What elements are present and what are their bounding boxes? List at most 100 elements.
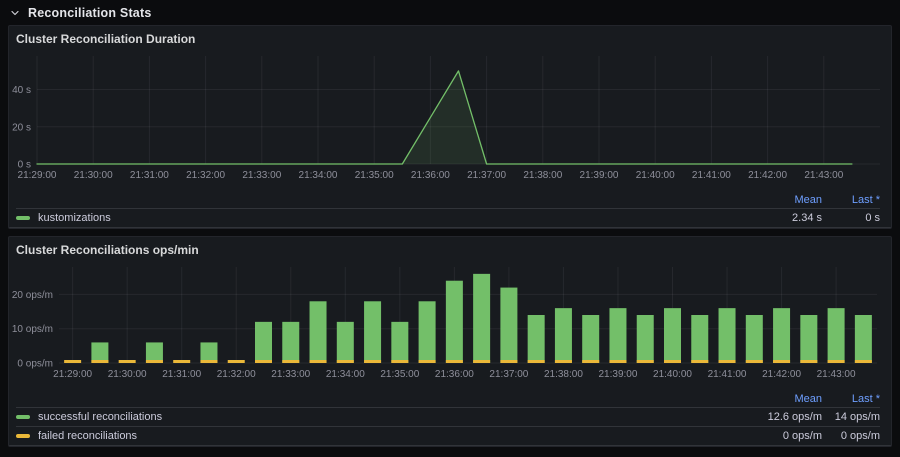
bar-failed[interactable]: [173, 360, 191, 363]
bar-failed[interactable]: [118, 360, 136, 363]
bar-successful[interactable]: [255, 321, 272, 363]
bar-successful[interactable]: [854, 315, 872, 363]
y-tick-label: 20 s: [12, 122, 31, 133]
bar-failed[interactable]: [827, 360, 845, 363]
dashboard-row-header[interactable]: Reconciliation Stats: [0, 0, 900, 25]
series-color-swatch: [16, 415, 30, 419]
area-plot[interactable]: 21:29:00 21:30:00 21:31:00 21:32:00 21:33:00…: [9, 48, 891, 186]
bar-failed[interactable]: [364, 360, 382, 363]
legend-col-last[interactable]: Last *: [851, 194, 880, 206]
y-tick-label: 0 ops/m: [17, 359, 53, 370]
bar-successful[interactable]: [500, 287, 518, 363]
x-tick-label: 21:41:00: [692, 170, 731, 181]
series-label[interactable]: kustomizations: [38, 212, 111, 224]
series-label[interactable]: successful reconciliations: [38, 411, 163, 423]
panel-cluster-reconciliation-duration: Cluster Reconciliation Duration 21:29:00…: [8, 25, 892, 229]
bar-plot[interactable]: 21:29:00 21:30:00 21:31:00 21:32:00 21:33:00…: [9, 259, 891, 385]
bar-failed[interactable]: [418, 360, 436, 363]
bar-successful[interactable]: [554, 308, 572, 363]
x-tick-label: 21:37:00: [489, 369, 528, 380]
panel-title-opsmin[interactable]: Cluster Reconciliations ops/min: [16, 243, 199, 257]
x-tick-label: 21:43:00: [804, 170, 843, 181]
x-tick-label: 21:30:00: [74, 170, 113, 181]
bar-failed[interactable]: [309, 360, 327, 363]
series-line-kustomizations[interactable]: [36, 70, 853, 165]
bar-failed[interactable]: [336, 360, 354, 363]
y-tick-label: 0 s: [18, 160, 31, 171]
opsmin-chart[interactable]: 21:29:00 21:30:00 21:31:00 21:32:00 21:33:00…: [9, 259, 891, 390]
legend-col-last[interactable]: Last *: [851, 393, 880, 405]
bar-failed[interactable]: [718, 360, 736, 363]
panel-title-duration[interactable]: Cluster Reconciliation Duration: [16, 32, 196, 46]
legend-col-mean[interactable]: Mean: [794, 393, 822, 405]
bar-failed[interactable]: [473, 360, 491, 363]
bar-successful[interactable]: [91, 342, 109, 363]
bar-successful[interactable]: [445, 280, 463, 363]
bar-failed[interactable]: [91, 360, 109, 363]
bar-successful[interactable]: [636, 315, 654, 363]
bar-failed[interactable]: [527, 360, 545, 363]
bar-failed[interactable]: [445, 360, 463, 363]
x-tick-label: 21:43:00: [817, 369, 856, 380]
bar-failed[interactable]: [636, 360, 654, 363]
legend-header-row: Mean Last *: [16, 392, 880, 407]
legend-value: 0 ops/m: [782, 430, 822, 442]
bar-successful[interactable]: [391, 321, 409, 363]
y-tick-label: 20 ops/m: [12, 290, 53, 301]
bar-failed[interactable]: [800, 360, 818, 363]
bar-failed[interactable]: [773, 360, 791, 363]
x-tick-label: 21:42:00: [762, 369, 801, 380]
duration-chart[interactable]: 21:29:00 21:30:00 21:31:00 21:32:00 21:33:00…: [9, 48, 891, 191]
bar-failed[interactable]: [691, 360, 709, 363]
bar-successful[interactable]: [609, 308, 627, 363]
bar-successful[interactable]: [336, 321, 354, 363]
x-tick-label: 21:39:00: [580, 170, 619, 181]
bar-failed[interactable]: [282, 360, 300, 363]
bar-failed[interactable]: [664, 360, 681, 363]
x-tick-label: 21:38:00: [523, 170, 562, 181]
duration-legend: Mean Last * kustomizations 2.34 s 0 s: [9, 193, 891, 228]
bar-failed[interactable]: [227, 360, 245, 363]
x-tick-label: 21:32:00: [217, 369, 256, 380]
series-area-fill: [37, 70, 852, 164]
bar-failed[interactable]: [255, 360, 272, 363]
x-tick-label: 21:33:00: [242, 170, 281, 181]
bar-successful[interactable]: [364, 301, 382, 363]
panel-cluster-reconciliations-opsmin: Cluster Reconciliations ops/min 21:29:00…: [8, 236, 892, 447]
bar-failed[interactable]: [64, 360, 82, 363]
bar-failed[interactable]: [200, 360, 218, 363]
bar-successful[interactable]: [773, 308, 791, 363]
legend-value: 2.34 s: [792, 212, 822, 224]
bar-successful[interactable]: [309, 301, 327, 363]
bar-successful[interactable]: [145, 342, 163, 363]
bar-successful[interactable]: [664, 308, 681, 363]
x-tick-label: 21:34:00: [299, 170, 338, 181]
bar-successful[interactable]: [582, 315, 600, 363]
bar-successful[interactable]: [200, 342, 218, 363]
bar-failed[interactable]: [554, 360, 572, 363]
x-tick-label: 21:41:00: [708, 369, 747, 380]
legend-col-mean[interactable]: Mean: [794, 194, 822, 206]
bar-failed[interactable]: [745, 360, 763, 363]
bar-failed[interactable]: [582, 360, 600, 363]
bar-failed[interactable]: [500, 360, 518, 363]
bar-failed[interactable]: [391, 360, 409, 363]
y-tick-label: 40 s: [12, 85, 31, 96]
bar-failed[interactable]: [145, 360, 163, 363]
bar-failed[interactable]: [854, 360, 872, 363]
bar-successful[interactable]: [418, 301, 436, 363]
bar-successful[interactable]: [691, 315, 709, 363]
legend-header-row: Mean Last *: [16, 193, 880, 208]
bar-successful[interactable]: [800, 315, 818, 363]
bar-successful[interactable]: [718, 308, 736, 363]
series-label[interactable]: failed reconciliations: [38, 430, 138, 442]
x-tick-label: 21:29:00: [53, 369, 92, 380]
bar-failed[interactable]: [609, 360, 627, 363]
bar-successful[interactable]: [527, 315, 545, 363]
bar-successful[interactable]: [827, 308, 845, 363]
bar-successful[interactable]: [282, 321, 300, 363]
x-tick-label: 21:42:00: [748, 170, 787, 181]
bar-successful[interactable]: [473, 273, 491, 363]
bar-successful[interactable]: [745, 315, 763, 363]
y-tick-label: 10 ops/m: [12, 324, 53, 335]
